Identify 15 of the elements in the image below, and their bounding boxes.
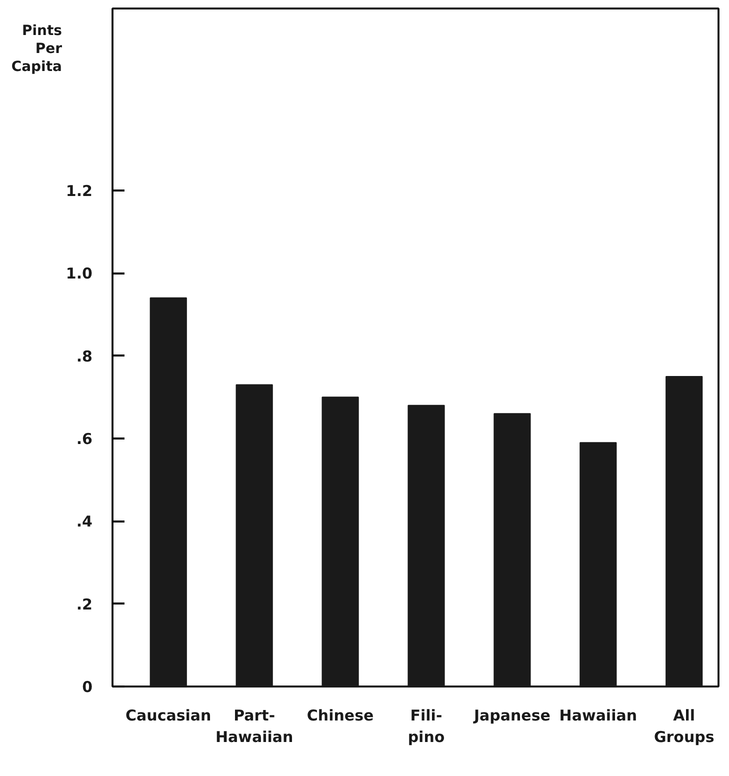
x-tick-label: Japanese: [472, 706, 550, 724]
x-tick-label: Hawaiian: [559, 706, 638, 724]
y-tick-label: 1.0: [66, 264, 93, 283]
x-tick-label: Chinese: [306, 706, 374, 724]
x-tick-label: All Groups: [654, 706, 714, 746]
y-tick-label: .6: [76, 430, 93, 448]
y-tick-label: 0: [82, 678, 92, 696]
y-tick-label: .2: [76, 595, 93, 614]
x-tick-label: Caucasian: [126, 706, 212, 724]
y-tick-label: .4: [76, 512, 93, 531]
x-tick-label: Fili- pino: [408, 706, 445, 746]
y-axis-title: Pints Per Capita: [11, 22, 62, 77]
y-tick-label: .8: [76, 347, 93, 366]
y-tick-label: 1.2: [66, 182, 93, 200]
x-tick-label: Part- Hawaiian: [215, 706, 294, 746]
